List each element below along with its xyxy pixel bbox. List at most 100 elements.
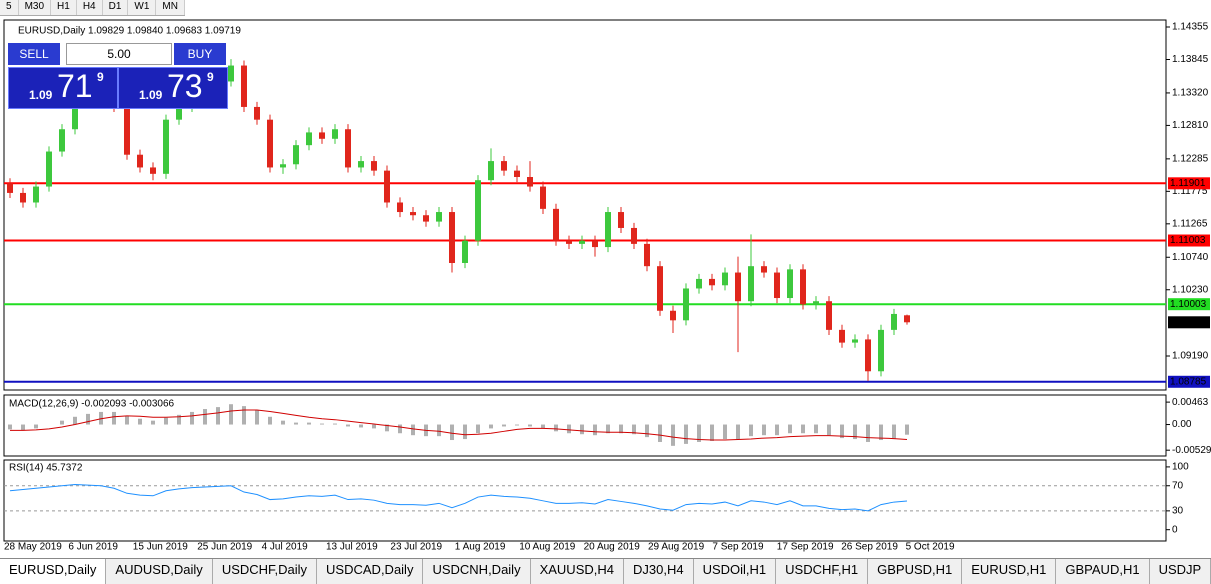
chart-tab[interactable]: USDCNH,Daily	[423, 559, 531, 584]
macd-bar	[125, 415, 129, 425]
candle-body	[59, 129, 65, 152]
macd-bar	[749, 424, 753, 437]
sell-button[interactable]: SELL	[8, 43, 60, 65]
sell-price[interactable]: 1.09 71 9	[8, 67, 118, 109]
candle-body	[137, 154, 143, 168]
chart-tab[interactable]: EURUSD,Daily	[0, 559, 107, 584]
macd-bar	[801, 424, 805, 434]
candle-body	[774, 272, 780, 299]
chart-tab[interactable]: XAUUSD,H4	[531, 559, 624, 584]
level-label-bg	[1168, 177, 1210, 190]
timeframe-button[interactable]: W1	[128, 0, 157, 15]
candle-body	[514, 170, 520, 178]
x-tick-label: 6 Jun 2019	[68, 542, 118, 553]
chart-tab[interactable]: EURUSD,H1	[962, 559, 1057, 584]
macd-bar	[476, 424, 480, 434]
timeframe-button[interactable]: MN	[156, 0, 185, 15]
buy-button[interactable]: BUY	[174, 43, 226, 65]
buy-price[interactable]: 1.09 73 9	[118, 67, 228, 109]
macd-bar	[502, 424, 506, 427]
y-tick-label: 0.00	[1172, 419, 1192, 430]
macd-bar	[554, 424, 558, 432]
panel-frame	[3, 19, 1167, 391]
candle-body	[904, 315, 910, 323]
chart-tab[interactable]: AUDUSD,Daily	[106, 559, 213, 584]
candle-body	[449, 212, 455, 263]
macd-bar	[645, 424, 649, 438]
macd-bar	[112, 411, 116, 425]
candle-body	[696, 278, 702, 289]
y-tick-label: 1.13320	[1172, 88, 1209, 99]
timeframe-button[interactable]: M30	[19, 0, 52, 15]
chart-tab[interactable]: USDCHF,H1	[776, 559, 869, 584]
timeframe-button[interactable]: H1	[51, 0, 77, 15]
macd-bar	[242, 406, 246, 425]
macd-bar	[580, 424, 584, 435]
current-price-label: 1.09719	[1170, 317, 1207, 328]
y-tick-label: 1.11775	[1172, 186, 1208, 197]
chart-title: EURUSD,Daily 1.09829 1.09840 1.09683 1.0…	[18, 26, 241, 37]
x-tick-label: 13 Jul 2019	[326, 542, 378, 553]
x-tick-label: 20 Aug 2019	[584, 542, 641, 553]
level-label-bg	[1168, 234, 1210, 247]
candle-body	[488, 161, 494, 181]
chart-tab[interactable]: USDCAD,Daily	[317, 559, 424, 584]
y-tick-label: 1.11265	[1172, 218, 1208, 229]
macd-bar	[463, 424, 467, 440]
macd-bar	[827, 424, 831, 436]
timeframe-button[interactable]: H4	[77, 0, 103, 15]
candle-body	[761, 266, 767, 273]
y-tick-label: 1.10230	[1172, 284, 1209, 295]
x-tick-label: 7 Sep 2019	[712, 542, 764, 553]
candle-body	[683, 288, 689, 321]
candle-body	[527, 177, 533, 187]
candle-body	[280, 164, 286, 168]
macd-title: MACD(12,26,9) -0.002093 -0.003066	[9, 399, 175, 410]
lot-input[interactable]: 5.00	[66, 43, 172, 65]
macd-bar	[320, 423, 324, 425]
y-tick-label: 0	[1172, 524, 1178, 535]
candle-body	[826, 301, 832, 330]
y-tick-label: 70	[1172, 480, 1184, 491]
chart-tab[interactable]: DJ30,H4	[624, 559, 694, 584]
candle-body	[254, 106, 260, 120]
candle-body	[618, 212, 624, 228]
candle-body	[46, 151, 52, 187]
macd-bar	[671, 424, 675, 446]
candle-body	[267, 119, 273, 168]
candle-body	[813, 301, 819, 305]
macd-bar	[593, 424, 597, 436]
timeframe-button[interactable]: 5	[0, 0, 19, 15]
macd-bar	[73, 416, 77, 425]
rsi-line	[9, 483, 908, 512]
chart-tab[interactable]: USDJP	[1150, 559, 1211, 584]
y-tick-label: 100	[1172, 462, 1189, 473]
candle-body	[670, 310, 676, 321]
candle-body	[553, 208, 559, 241]
macd-bar	[398, 424, 402, 434]
candle-body	[540, 186, 546, 209]
sell-sup: 9	[97, 70, 104, 84]
chart: EURUSD,Daily 1.09829 1.09840 1.09683 1.0…	[3, 19, 1211, 553]
candle-body	[709, 278, 715, 286]
y-tick-label: 0.00463	[1172, 397, 1209, 408]
chart-tab[interactable]: USDOil,H1	[694, 559, 777, 584]
y-tick-label: 1.12810	[1172, 120, 1209, 131]
candle-body	[475, 180, 481, 241]
chart-tab[interactable]: USDCHF,Daily	[213, 559, 318, 584]
macd-bar	[268, 416, 272, 425]
candle-body	[163, 119, 169, 174]
y-tick-label: 1.09190	[1172, 351, 1209, 362]
macd-bar	[281, 420, 285, 425]
macd-bar	[775, 424, 779, 436]
macd-bar	[346, 424, 350, 427]
macd-signal	[10, 409, 908, 441]
timeframe-button[interactable]: D1	[103, 0, 129, 15]
candle-body	[150, 167, 156, 174]
chart-tab[interactable]: GBPUSD,H1	[868, 559, 963, 584]
x-tick-label: 15 Jun 2019	[133, 542, 188, 553]
candle-body	[800, 269, 806, 305]
chart-tab[interactable]: GBPAUD,H1	[1056, 559, 1150, 584]
candle-body	[891, 313, 897, 330]
